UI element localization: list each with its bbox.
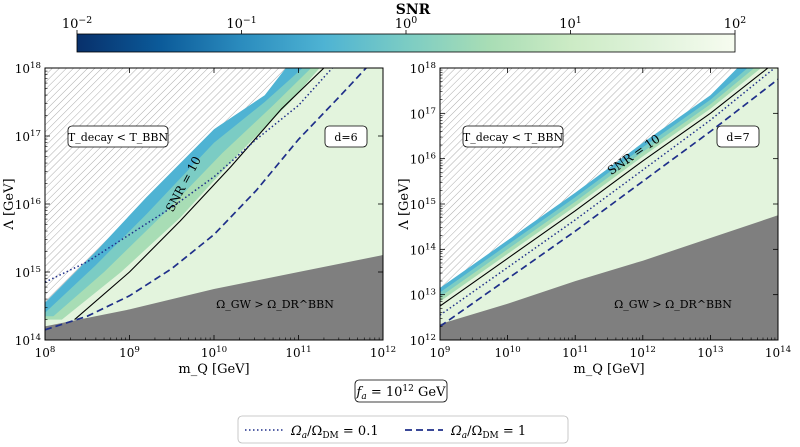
- omega-0.1-line: [440, 68, 776, 316]
- plot-area: [440, 68, 778, 340]
- x-tick-label: 109: [119, 345, 140, 360]
- y-tick-label: 1015: [15, 265, 41, 280]
- decay-label-box: [67, 125, 169, 148]
- y-tick-label: 1017: [15, 129, 41, 144]
- x-tick-label: 1010: [201, 345, 227, 360]
- legend-item-dashed: Ωa/ΩDM = 1: [450, 424, 526, 441]
- y-tick-label: 1018: [15, 61, 41, 76]
- decay-label: T_decay < T_BBN: [463, 131, 564, 144]
- gw-label: Ω_GW > Ω_DR^BBN: [614, 298, 732, 311]
- colorbar-tick-label: 10−2: [62, 15, 92, 32]
- x-tick-label: 109: [430, 345, 451, 360]
- x-tick-label: 1012: [370, 345, 396, 360]
- colorbar: SNR 10−2 10−1 100 101 102: [62, 2, 746, 53]
- omega-1-line: [45, 68, 367, 331]
- y-tick-label: 1012: [410, 333, 436, 348]
- x-tick-label: 1012: [630, 345, 656, 360]
- colorbar-tick-label: 100: [395, 15, 418, 32]
- d-label: d=7: [726, 131, 749, 144]
- y-axis-label: Λ [GeV]: [397, 178, 412, 230]
- legend: Ωa/ΩDM = 0.1 Ωa/ΩDM = 1: [237, 415, 569, 444]
- y-axis-label: Λ [GeV]: [2, 178, 17, 230]
- decay-label-box: [462, 125, 564, 148]
- x-axis-label: m_Q [GeV]: [573, 362, 644, 377]
- x-axis-label: m_Q [GeV]: [178, 362, 249, 377]
- gw-label: Ω_GW > Ω_DR^BBN: [216, 298, 334, 311]
- y-tick-label: 1016: [410, 152, 436, 167]
- y-tick-label: 1017: [410, 106, 436, 121]
- y-tick-label: 1013: [410, 288, 436, 303]
- panel-d7: 109 1010 1011 1012 1013 1014 1012 1013 1014 1015 1…: [397, 61, 792, 377]
- d-label: d=6: [334, 131, 357, 144]
- x-tick-label: 108: [35, 345, 56, 360]
- y-tick-label: 1016: [15, 197, 41, 212]
- decay-label: T_decay < T_BBN: [68, 131, 169, 144]
- x-tick-label: 1010: [494, 345, 520, 360]
- colorbar-ticks: 10−2 10−1 100 101 102: [62, 15, 746, 34]
- legend-box: [237, 415, 569, 444]
- colorbar-tick-label: 10−1: [226, 15, 256, 32]
- fa-label-text: fa = 1012 GeV: [356, 384, 447, 402]
- snr10-line: [74, 68, 325, 321]
- colorbar-title: SNR: [396, 2, 431, 18]
- colorbar-tick-label: 101: [559, 15, 582, 32]
- omega-0.1-line: [45, 68, 333, 283]
- fa-label: fa = 1012 GeV: [354, 379, 448, 403]
- legend-item-dotted: Ωa/ΩDM = 0.1: [290, 424, 379, 441]
- snr10-line: [440, 68, 769, 307]
- x-tick-label: 1011: [285, 345, 311, 360]
- gw-region: [440, 215, 778, 340]
- omega-1-line: [440, 78, 778, 328]
- x-tick-label: 1013: [697, 345, 723, 360]
- d-label-box: [324, 125, 368, 148]
- x-tick-label: 1011: [562, 345, 588, 360]
- y-tick-label: 1014: [410, 242, 437, 257]
- colorbar-tick-label: 102: [724, 15, 747, 32]
- y-tick-label: 1015: [410, 197, 436, 212]
- decay-region-hatch: [440, 68, 738, 288]
- x-tick-label: 1014: [765, 345, 792, 360]
- gw-region: [45, 255, 383, 340]
- y-tick-label: 1014: [15, 333, 42, 348]
- y-tick-label: 1018: [410, 61, 436, 76]
- fa-label-box: [354, 379, 448, 403]
- d-label-box: [716, 125, 760, 148]
- panel-d6: 108 109 1010 1011 1012 1014 1015 1016 1017 1018 m_…: [2, 61, 396, 377]
- colorbar-bar: [76, 33, 736, 53]
